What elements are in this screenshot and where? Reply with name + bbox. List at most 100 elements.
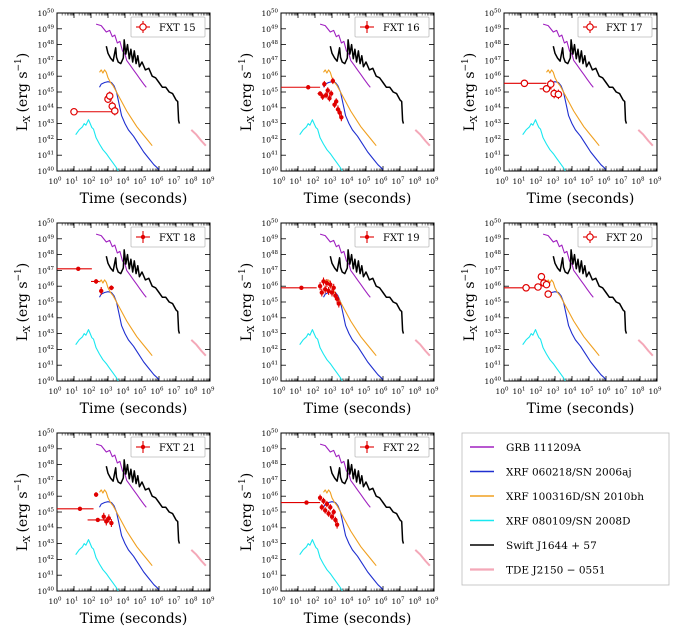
x-tick-base: 10 — [529, 177, 539, 186]
x-tick-base: 10 — [184, 597, 194, 606]
fxt-data-point — [281, 285, 317, 290]
filled-marker — [325, 88, 330, 93]
y-tick-base: 10 — [37, 314, 47, 323]
y-tick-base: 10 — [261, 25, 271, 34]
filled-marker — [306, 85, 311, 90]
y-tick-base: 10 — [261, 571, 271, 580]
y-tick-exp: 43 — [271, 539, 278, 545]
series-line-tde-j2150-0551 — [637, 339, 654, 357]
x-tick-base: 10 — [65, 177, 75, 186]
fxt-data-point — [542, 280, 551, 289]
y-tick-exp: 48 — [271, 250, 278, 256]
y-tick-exp: 47 — [494, 56, 501, 62]
x-tick-label: 100 — [48, 597, 62, 607]
y-tick-base: 10 — [484, 120, 494, 129]
y-tick-base: 10 — [37, 9, 47, 18]
fxt-data-point — [281, 500, 321, 505]
y-tick-exp: 49 — [47, 444, 54, 450]
x-tick-base: 10 — [408, 177, 418, 186]
filled-marker — [330, 78, 336, 84]
fxt-data-point — [108, 285, 114, 291]
legend-marker — [140, 234, 146, 240]
y-axis-label: LX (erg s−1) — [14, 473, 33, 552]
x-tick-exp: 3 — [333, 387, 337, 393]
filled-marker — [101, 514, 106, 519]
x-tick-base: 10 — [184, 387, 194, 396]
y-tick-exp: 41 — [47, 151, 54, 157]
fxt-data-point — [321, 277, 326, 286]
x-tick-label: 104 — [563, 177, 577, 187]
filled-marker — [334, 522, 340, 527]
y-tick-base: 10 — [261, 151, 271, 160]
series-line-swift-j1644-57 — [552, 249, 628, 334]
fxt-data-point — [322, 80, 327, 88]
y-label-exp: −1 — [238, 268, 248, 281]
x-tick-label: 104 — [116, 387, 130, 397]
fxt-data-point — [326, 510, 331, 517]
y-tick-base: 10 — [261, 345, 271, 354]
x-tick-exp: 5 — [590, 177, 594, 183]
x-tick-exp: 9 — [435, 387, 439, 393]
series-line-swift-j1644-57 — [329, 459, 405, 544]
x-tick-label: 107 — [614, 387, 628, 397]
x-tick-label: 106 — [150, 597, 164, 607]
x-axis-label: Time (seconds) — [80, 401, 188, 417]
x-tick-label: 109 — [425, 597, 439, 607]
y-tick-exp: 41 — [494, 151, 501, 157]
x-tick-exp: 7 — [401, 597, 405, 603]
x-tick-exp: 3 — [333, 597, 337, 603]
y-tick-base: 10 — [484, 135, 494, 144]
series-line-xrf-080109-sn-2008d — [299, 329, 343, 381]
x-tick-label: 103 — [99, 177, 113, 187]
x-tick-exp: 4 — [126, 597, 130, 603]
x-tick-base: 10 — [563, 387, 573, 396]
x-tick-base: 10 — [374, 387, 384, 396]
x-tick-base: 10 — [201, 597, 211, 606]
x-tick-base: 10 — [425, 597, 435, 606]
panel-label: FXT 18 — [159, 233, 196, 244]
y-tick-label: 1046 — [37, 492, 54, 502]
fxt-data-point — [317, 494, 323, 501]
x-tick-base: 10 — [614, 387, 624, 396]
y-tick-base: 10 — [484, 282, 494, 291]
x-tick-exp: 7 — [177, 597, 181, 603]
y-tick-exp: 47 — [47, 56, 54, 62]
x-tick-label: 100 — [272, 597, 286, 607]
x-tick-base: 10 — [563, 177, 573, 186]
panel-fxt-15: 100 101 102 103 104 105 106 107 108 1091040104110… — [14, 9, 215, 208]
y-tick-base: 10 — [37, 555, 47, 564]
x-tick-exp: 2 — [92, 177, 96, 183]
y-tick-exp: 46 — [494, 72, 501, 78]
filled-marker — [328, 505, 333, 510]
y-tick-label: 1049 — [261, 444, 278, 454]
y-tick-base: 10 — [37, 361, 47, 370]
series-line-xrf-060218-sn-2006aj — [546, 81, 607, 170]
filled-marker — [319, 505, 324, 510]
y-tick-base: 10 — [261, 314, 271, 323]
y-tick-base: 10 — [37, 56, 47, 65]
filled-marker — [324, 501, 330, 507]
y-tick-label: 1047 — [484, 56, 501, 66]
x-tick-label: 106 — [374, 387, 388, 397]
y-tick-label: 1042 — [261, 345, 278, 355]
x-tick-exp: 9 — [211, 597, 215, 603]
legend-marker — [364, 234, 370, 240]
main-legend-box — [461, 432, 670, 586]
fxt-data-point — [325, 87, 330, 94]
y-tick-exp: 42 — [271, 135, 278, 141]
fxt-data-point — [99, 286, 104, 295]
x-tick-label: 104 — [340, 597, 354, 607]
series-line-grb-111209a — [319, 443, 371, 508]
y-axis-label: LX (erg s−1) — [14, 263, 33, 342]
x-tick-label: 109 — [425, 387, 439, 397]
y-tick-label: 1046 — [484, 72, 501, 82]
series-line-grb-111209a — [319, 23, 371, 88]
x-tick-exp: 5 — [143, 387, 147, 393]
y-tick-base: 10 — [37, 587, 47, 596]
x-tick-exp: 8 — [194, 597, 198, 603]
y-tick-base: 10 — [37, 266, 47, 275]
y-tick-label: 1046 — [261, 282, 278, 292]
y-tick-exp: 50 — [271, 429, 278, 435]
y-tick-exp: 48 — [271, 40, 278, 46]
y-tick-exp: 42 — [47, 135, 54, 141]
